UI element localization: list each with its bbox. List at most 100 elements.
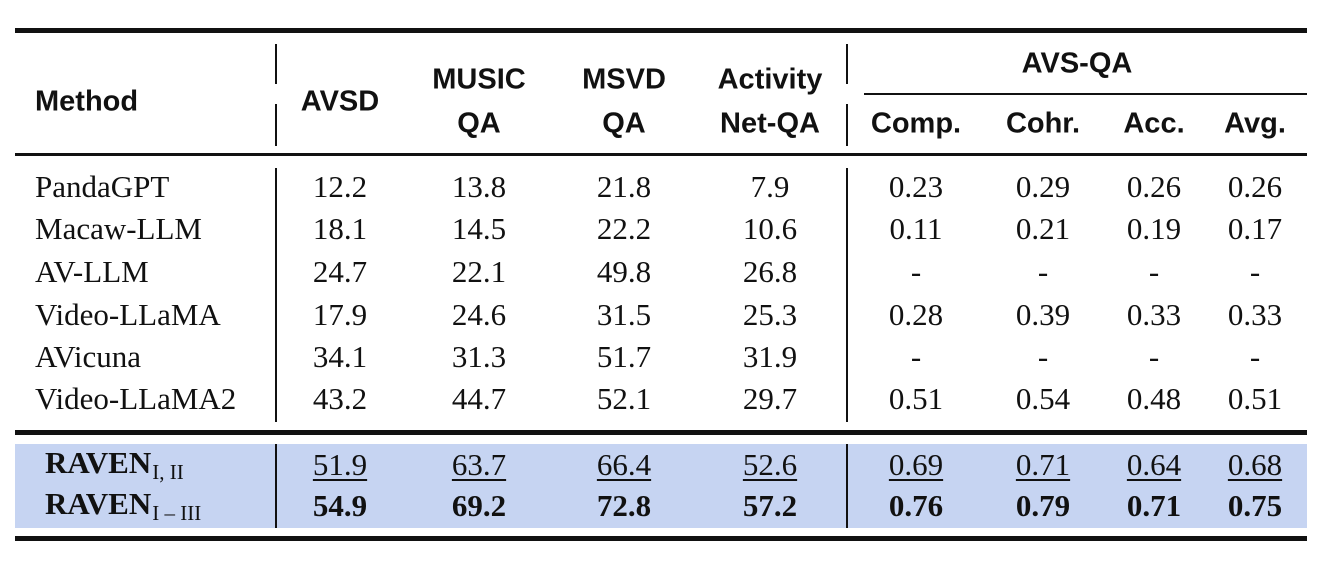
table-cell: 0.29 xyxy=(1015,169,1071,204)
table-cell: 17.9 xyxy=(312,297,368,332)
header-music-qa-line1: MUSIC xyxy=(432,63,526,96)
header-msvd-qa-line2: QA xyxy=(602,107,646,140)
table-cell: 0.51 xyxy=(1227,381,1283,416)
table-cell: 49.8 xyxy=(596,254,652,289)
table-cell: - xyxy=(1249,339,1261,374)
avsqa-separator-header-2 xyxy=(846,104,848,146)
table-cell: 26.8 xyxy=(742,254,798,289)
table-cell: 52.6 xyxy=(742,447,798,482)
table-cell: 43.2 xyxy=(312,381,368,416)
table-cell: 0.69 xyxy=(888,447,944,482)
table-cell: 0.26 xyxy=(1227,169,1283,204)
table-cell: 10.6 xyxy=(742,211,798,246)
table-cell: 52.1 xyxy=(596,381,652,416)
ours-method-subscript: I, II xyxy=(152,460,184,484)
table-cell: 0.51 xyxy=(888,381,944,416)
table-cell: 0.76 xyxy=(888,488,944,523)
avsqa-separator-ours xyxy=(846,444,848,528)
table-cell: 0.26 xyxy=(1126,169,1182,204)
avsqa-separator-header xyxy=(846,44,848,84)
table-cell: 0.33 xyxy=(1227,297,1283,332)
header-activitynet-line1: Activity xyxy=(717,63,823,96)
table-cell: 21.8 xyxy=(596,169,652,204)
header-avg: Avg. xyxy=(1224,107,1286,140)
method-separator-ours xyxy=(275,444,277,528)
table-cell: - xyxy=(1037,254,1049,289)
method-name: AVicuna xyxy=(35,339,142,374)
table-cell: 24.7 xyxy=(312,254,368,289)
table-cell: 14.5 xyxy=(451,211,507,246)
table-cell: 0.23 xyxy=(888,169,944,204)
table-cell: - xyxy=(910,254,922,289)
method-separator-body xyxy=(275,168,277,422)
header-avsd: AVSD xyxy=(300,85,380,118)
header-msvd-qa-line1: MSVD xyxy=(582,63,666,96)
table-cell: 31.5 xyxy=(596,297,652,332)
ours-rule xyxy=(15,430,1307,435)
method-name: PandaGPT xyxy=(35,169,170,204)
ours-method-name: RAVENI, II xyxy=(45,445,184,485)
table-cell: - xyxy=(1037,339,1049,374)
ours-method-name: RAVENI – III xyxy=(45,486,201,526)
header-comp: Comp. xyxy=(870,107,962,140)
table-cell: 51.9 xyxy=(312,447,368,482)
table-cell: 0.48 xyxy=(1126,381,1182,416)
table-cell: 29.7 xyxy=(742,381,798,416)
table-cell: 69.2 xyxy=(451,488,507,523)
table-cell: 22.1 xyxy=(451,254,507,289)
table-cell: 0.71 xyxy=(1126,488,1182,523)
table-cell: - xyxy=(1148,339,1160,374)
table-cell: 0.19 xyxy=(1126,211,1182,246)
bottom-rule xyxy=(15,536,1307,541)
table-cell: 12.2 xyxy=(312,169,368,204)
table-cell: - xyxy=(1148,254,1160,289)
table-cell: 57.2 xyxy=(742,488,798,523)
table-cell: 31.3 xyxy=(451,339,507,374)
table-cell: 0.28 xyxy=(888,297,944,332)
table-cell: 13.8 xyxy=(451,169,507,204)
table-cell: 72.8 xyxy=(596,488,652,523)
table-cell: 0.21 xyxy=(1015,211,1071,246)
method-name: Macaw-LLM xyxy=(35,211,202,246)
table-cell: 18.1 xyxy=(312,211,368,246)
header-music-qa-line2: QA xyxy=(457,107,501,140)
method-name: Video-LLaMA xyxy=(35,297,221,332)
table-cell: 0.11 xyxy=(889,211,943,246)
method-name: AV-LLM xyxy=(35,254,149,289)
table-cell: 0.68 xyxy=(1227,447,1283,482)
header-cohr: Cohr. xyxy=(1005,107,1081,140)
table-cell: 0.71 xyxy=(1015,447,1071,482)
table-cell: 54.9 xyxy=(312,488,368,523)
table-cell: 0.79 xyxy=(1015,488,1071,523)
table-cell: 66.4 xyxy=(596,447,652,482)
table-cell: 25.3 xyxy=(742,297,798,332)
table-cell: 0.33 xyxy=(1126,297,1182,332)
table-cell: 51.7 xyxy=(596,339,652,374)
ours-method-label: RAVEN xyxy=(45,445,152,480)
table-cell: 22.2 xyxy=(596,211,652,246)
table-cell: 63.7 xyxy=(451,447,507,482)
method-separator-header xyxy=(275,44,277,84)
avs-qa-cmidrule xyxy=(864,93,1307,95)
table-cell: 0.54 xyxy=(1015,381,1071,416)
table-cell: 0.75 xyxy=(1227,488,1283,523)
table-cell: 24.6 xyxy=(451,297,507,332)
header-acc: Acc. xyxy=(1123,107,1185,140)
avsqa-separator-body xyxy=(846,168,848,422)
method-name: Video-LLaMA2 xyxy=(35,381,237,416)
table-cell: - xyxy=(910,339,922,374)
table-cell: 0.17 xyxy=(1227,211,1283,246)
table-cell: 0.39 xyxy=(1015,297,1071,332)
header-method: Method xyxy=(35,85,139,118)
table-cell: 34.1 xyxy=(312,339,368,374)
table-cell: 31.9 xyxy=(742,339,798,374)
table-cell: 7.9 xyxy=(750,169,790,204)
header-avs-qa: AVS-QA xyxy=(1021,47,1133,80)
header-activitynet-line2: Net-QA xyxy=(720,107,820,140)
highlight-band xyxy=(15,444,1307,528)
table-cell: - xyxy=(1249,254,1261,289)
header-rule xyxy=(15,153,1307,156)
top-rule xyxy=(15,28,1307,33)
table-cell: 44.7 xyxy=(451,381,507,416)
method-separator-header-2 xyxy=(275,104,277,146)
